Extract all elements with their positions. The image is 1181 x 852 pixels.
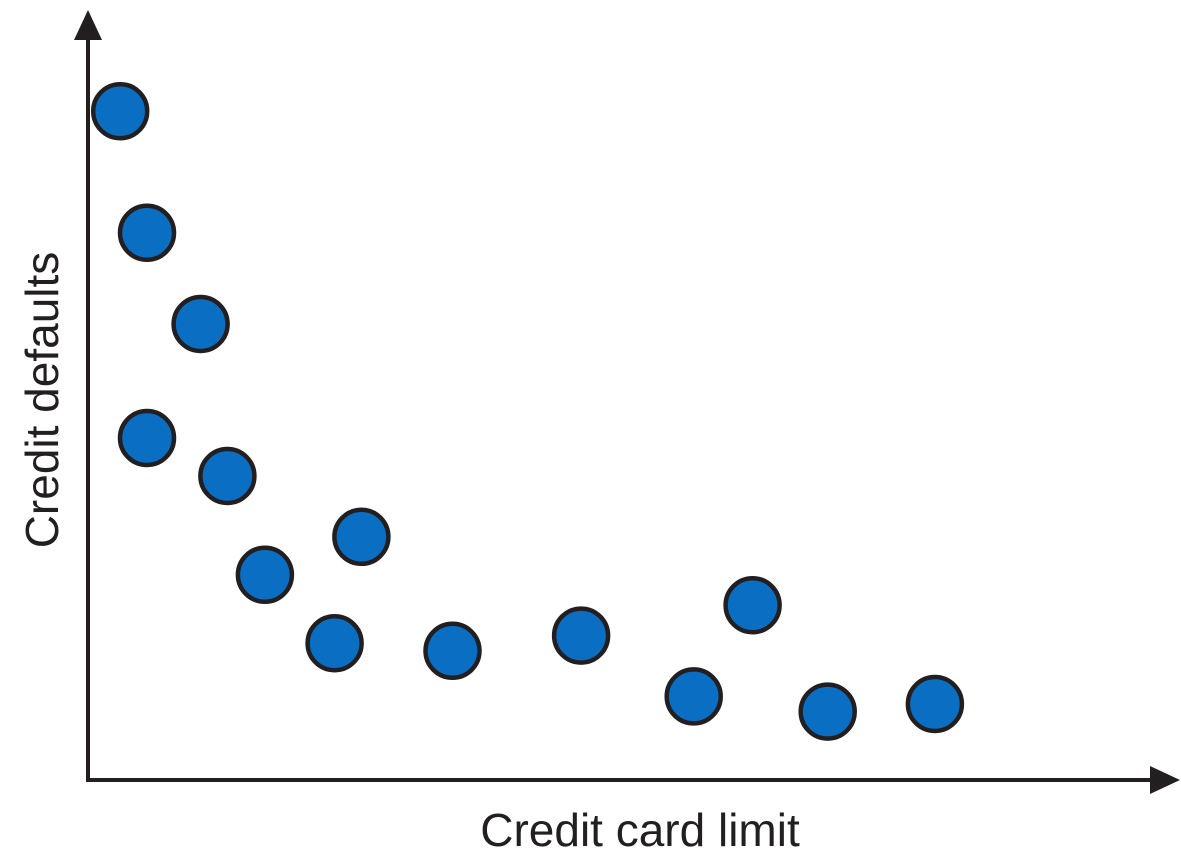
data-point-6 <box>235 545 295 605</box>
data-points <box>90 81 965 741</box>
data-point-10 <box>551 606 611 665</box>
x-axis-label: Credit card limit <box>480 804 800 852</box>
data-point-9 <box>423 621 482 681</box>
data-point-5 <box>198 446 257 506</box>
data-point-1 <box>90 81 150 141</box>
data-point-4 <box>117 408 177 468</box>
data-point-12 <box>723 575 782 635</box>
data-point-13 <box>798 682 857 741</box>
y-axis <box>74 10 102 780</box>
data-point-2 <box>117 203 177 263</box>
x-axis <box>86 766 1180 794</box>
data-point-7 <box>332 507 391 567</box>
data-point-11 <box>664 667 723 726</box>
y-axis-label: Credit defaults <box>16 252 68 549</box>
data-point-14 <box>905 674 965 734</box>
data-point-3 <box>171 294 230 354</box>
y-axis-arrow-icon <box>74 10 102 40</box>
x-axis-arrow-icon <box>1150 766 1180 794</box>
data-point-8 <box>305 613 364 673</box>
